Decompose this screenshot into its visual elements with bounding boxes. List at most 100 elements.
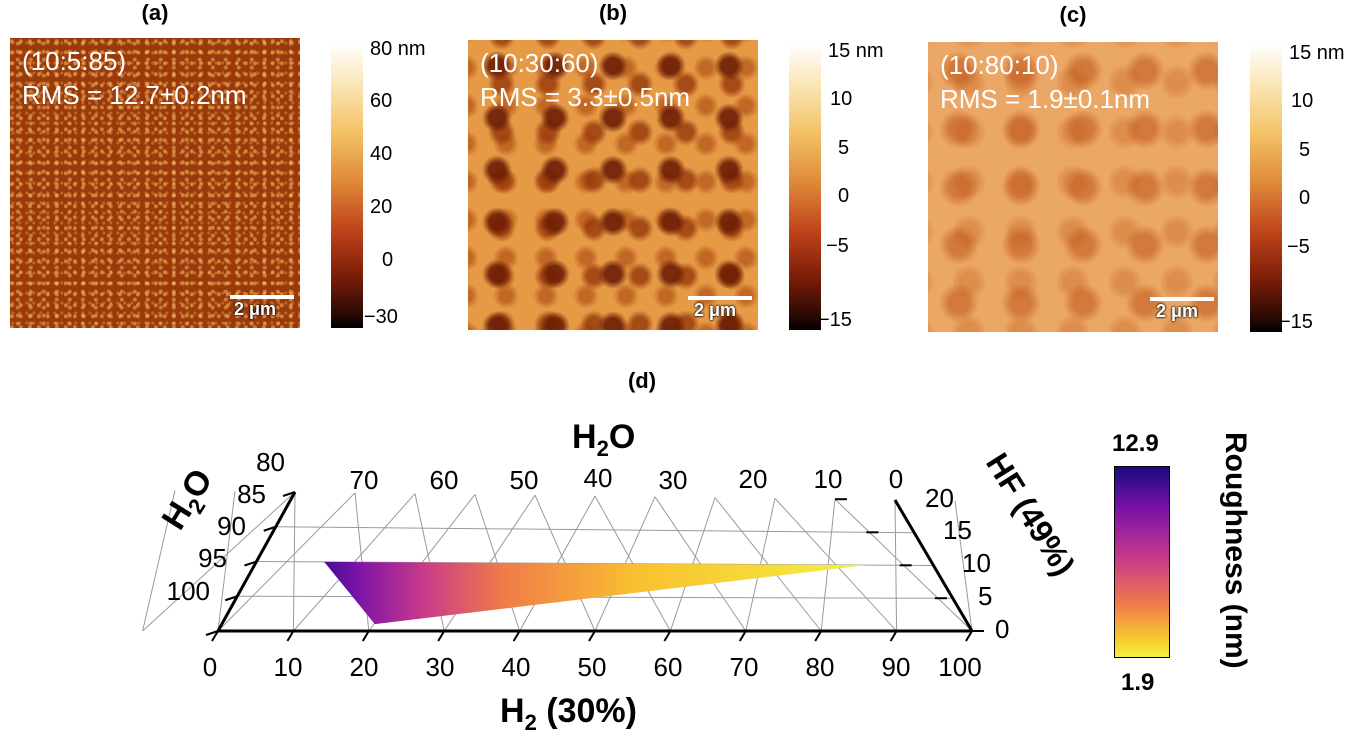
colorbar-c-tick: −15 bbox=[1279, 311, 1313, 333]
ternary-tick-marks bbox=[205, 491, 984, 642]
left-axis-title: H2O bbox=[155, 462, 225, 538]
bottom-axis-tick: 0 bbox=[203, 652, 217, 682]
bottom-axis-tick: 60 bbox=[654, 652, 683, 682]
left-tick-mark bbox=[205, 630, 219, 636]
bottom-axis-tick: 40 bbox=[502, 652, 531, 682]
colorbar-c-tick: −5 bbox=[1287, 236, 1310, 258]
left-axis-tick: 100 bbox=[167, 576, 210, 606]
colorbar-b-tick: 0 bbox=[838, 185, 850, 207]
grid-line-h2o bbox=[292, 491, 296, 632]
left-axis-tick: 85 bbox=[237, 479, 266, 509]
top-axis-tick: 40 bbox=[584, 463, 613, 493]
top-axis-tick: 20 bbox=[739, 464, 768, 494]
bottom-tick-mark bbox=[286, 630, 295, 642]
colorbar-a-tick: −30 bbox=[364, 306, 398, 328]
grid-line-hf bbox=[275, 526, 915, 534]
panel-b-letter: (b) bbox=[598, 0, 628, 25]
roughness-colorbar-label: Roughness (nm) bbox=[1219, 432, 1252, 669]
bottom-tick-mark bbox=[814, 630, 823, 642]
left-tick-mark bbox=[263, 525, 277, 532]
grid-line-h2o bbox=[714, 497, 822, 632]
right-axis-title: HF (49%) bbox=[979, 447, 1082, 582]
grid-line-h2o bbox=[474, 494, 521, 632]
bottom-axis-tick: 80 bbox=[806, 652, 835, 682]
grid-line-h2o2 bbox=[954, 500, 973, 632]
bottom-axis-tick: 30 bbox=[426, 652, 455, 682]
afm-a-scale-bar bbox=[230, 295, 294, 299]
afm-a-ratio: (10:5:85) bbox=[22, 46, 127, 76]
afm-b-scale-bar bbox=[688, 296, 752, 300]
colorbar-a-tick: 80 nm bbox=[370, 38, 426, 60]
afm-c-scale-bar bbox=[1150, 297, 1214, 301]
right-axis-tick: 20 bbox=[925, 483, 954, 513]
bottom-axis-tick: 70 bbox=[730, 652, 759, 682]
bottom-tick-mark bbox=[889, 630, 898, 642]
colorbar-b bbox=[789, 44, 821, 330]
bottom-axis-tick: 100 bbox=[938, 652, 981, 682]
bottom-tick-mark bbox=[965, 630, 973, 642]
colorbar-a-tick: 20 bbox=[370, 196, 393, 218]
bottom-axis-tick: 90 bbox=[882, 652, 911, 682]
grid-line-h2o bbox=[142, 490, 176, 632]
afm-b-scale-label: 2 μm bbox=[694, 300, 737, 320]
ternary-diagram: 70 60 50 40 30 20 10 0 80 85 90 95 100 2… bbox=[142, 418, 1082, 735]
ternary-grid bbox=[142, 490, 973, 632]
left-tick-mark bbox=[282, 491, 296, 497]
right-axis-tick: 10 bbox=[962, 548, 991, 578]
afm-b-rms: RMS = 3.3±0.5nm bbox=[480, 82, 691, 112]
grid-line-h2o bbox=[217, 491, 236, 632]
colorbar-b-tick: 15 nm bbox=[828, 40, 884, 62]
roughness-colorbar bbox=[1114, 466, 1170, 658]
colorbar-b-tick: 10 bbox=[830, 88, 853, 110]
roughness-region bbox=[324, 561, 866, 625]
afm-b-ratio: (10:30:60) bbox=[480, 48, 599, 78]
bottom-axis-title: H2 (30%) bbox=[500, 692, 637, 735]
bottom-axis-tick: 20 bbox=[350, 652, 379, 682]
afm-a-scale-label: 2 μm bbox=[234, 299, 277, 319]
top-axis-tick: 70 bbox=[350, 465, 379, 495]
afm-c-rms: RMS = 1.9±0.1nm bbox=[940, 84, 1151, 114]
colorbar-c bbox=[1250, 44, 1282, 332]
left-tick-mark bbox=[244, 560, 257, 567]
bottom-tick-mark bbox=[211, 630, 219, 642]
afm-a-rms: RMS = 12.7±0.2nm bbox=[22, 80, 247, 110]
afm-image-a: (10:5:85) RMS = 12.7±0.2nm 2 μm bbox=[10, 38, 300, 328]
bottom-tick-mark bbox=[437, 630, 446, 642]
top-axis-tick: 30 bbox=[659, 465, 688, 495]
top-axis-tick: 50 bbox=[510, 465, 539, 495]
bottom-tick-mark bbox=[512, 630, 521, 642]
top-axis-tick: 10 bbox=[814, 464, 843, 494]
colorbar-a bbox=[331, 44, 363, 328]
left-tick-mark bbox=[224, 595, 238, 602]
bottom-axis-tick: 10 bbox=[274, 652, 303, 682]
top-axis-tick: 0 bbox=[889, 464, 903, 494]
left-axis-tick: 95 bbox=[198, 543, 227, 573]
colorbar-a-tick: 60 bbox=[370, 90, 393, 112]
left-axis-tick: 90 bbox=[217, 511, 246, 541]
grid-line-h2o bbox=[534, 494, 596, 632]
colorbar-b-tick: 5 bbox=[838, 137, 850, 159]
bottom-tick-mark bbox=[738, 630, 747, 642]
left-axis-tick: 80 bbox=[256, 447, 285, 477]
afm-c-ratio: (10:80:10) bbox=[940, 50, 1059, 80]
bottom-tick-mark bbox=[588, 630, 596, 642]
panel-d-letter: (d) bbox=[627, 368, 657, 393]
panel-c-letter: (c) bbox=[1059, 2, 1087, 27]
colorbar-b-tick: −5 bbox=[826, 235, 849, 257]
grid-line-h2o2 bbox=[894, 499, 898, 632]
colorbar-a-tick: 40 bbox=[370, 143, 393, 165]
colorbar-a-tick: 0 bbox=[382, 249, 394, 271]
panel-a-letter: (a) bbox=[141, 0, 169, 25]
colorbar-c-tick: 15 nm bbox=[1289, 42, 1345, 64]
frame-right bbox=[893, 499, 974, 632]
grid-line-h2o bbox=[654, 496, 747, 632]
right-axis-tick: 0 bbox=[995, 614, 1009, 644]
colorbar-c-tick: 10 bbox=[1291, 90, 1314, 112]
grid-line-h2o2 bbox=[142, 491, 296, 632]
right-axis-tick: 5 bbox=[978, 581, 992, 611]
bottom-axis-tick: 50 bbox=[578, 652, 607, 682]
afm-image-b: (10:30:60) RMS = 3.3±0.5nm 2 μm bbox=[468, 40, 758, 330]
bottom-tick-mark bbox=[663, 630, 672, 642]
colorbar-c-tick: 0 bbox=[1299, 187, 1311, 209]
colorbar-b-tick: −15 bbox=[818, 309, 852, 331]
